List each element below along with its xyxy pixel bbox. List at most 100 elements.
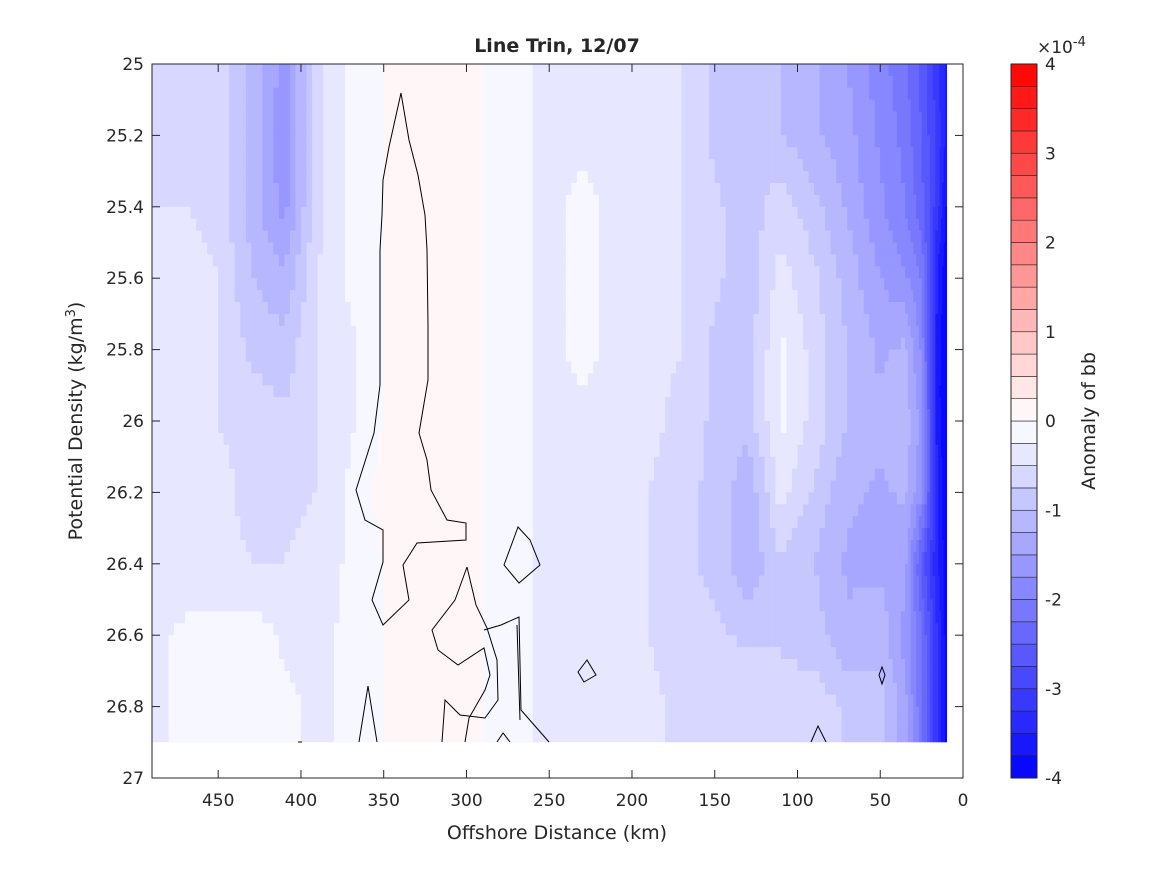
contour-cell: [229, 409, 236, 422]
contour-cell: [830, 87, 837, 101]
contour-cell: [223, 444, 230, 458]
contour-cell: [648, 230, 655, 244]
contour-cell: [808, 278, 815, 291]
contour-cell: [874, 99, 881, 113]
contour-cell: [884, 111, 890, 125]
contour-cell: [405, 397, 412, 410]
contour-cell: [543, 397, 550, 410]
contour-cell: [323, 64, 330, 77]
contour-cell: [411, 480, 418, 493]
contour-cell: [797, 99, 804, 113]
contour-cell: [935, 254, 939, 267]
contour-cell: [433, 302, 440, 315]
contour-cell: [328, 230, 335, 244]
contour-cell: [907, 361, 912, 374]
contour-cell: [709, 254, 716, 267]
contour-cell: [665, 75, 672, 89]
contour-cell: [433, 64, 440, 77]
contour-cell: [888, 159, 894, 172]
contour-cell: [460, 99, 468, 113]
contour-cell: [284, 349, 291, 363]
contour-cell: [687, 194, 694, 208]
contour-cell: [913, 278, 917, 291]
contour-cell: [273, 64, 280, 77]
contour-cell: [328, 135, 335, 148]
contour-cell: [753, 64, 760, 77]
contour-cell: [438, 432, 446, 446]
contour-cell: [405, 194, 412, 208]
contour-cell: [742, 302, 749, 315]
contour-cell: [532, 183, 539, 196]
contour-cell: [234, 159, 241, 172]
contour-cell: [278, 171, 286, 184]
contour-cell: [714, 254, 721, 267]
contour-cell: [306, 135, 313, 148]
contour-cell: [880, 230, 885, 244]
contour-cell: [932, 373, 937, 386]
contour-cell: [938, 159, 941, 172]
contour-cell: [571, 194, 578, 208]
contour-cell: [927, 337, 931, 351]
contour-cell: [858, 147, 865, 160]
contour-cell: [587, 194, 594, 208]
contour-cell: [620, 409, 628, 422]
contour-cell: [356, 87, 363, 101]
contour-cell: [218, 290, 225, 303]
contour-cell: [218, 266, 225, 279]
contour-cell: [582, 349, 589, 363]
contour-cell: [196, 337, 203, 351]
contour-cell: [665, 230, 672, 244]
contour-cell: [532, 99, 539, 113]
contour-cell: [869, 206, 876, 220]
contour-cell: [499, 397, 506, 410]
contour-cell: [422, 468, 429, 482]
contour-cell: [888, 397, 894, 410]
contour-cell: [229, 123, 236, 136]
contour-cell: [676, 206, 683, 220]
contour-cell: [576, 159, 583, 172]
contour-cell: [240, 468, 247, 482]
contour-cell: [361, 242, 368, 255]
contour-cell: [444, 87, 451, 101]
contour-cell: [212, 349, 219, 363]
contour-cell: [499, 337, 506, 351]
contour-cell: [477, 75, 484, 89]
contour-cell: [267, 123, 274, 136]
contour-cell: [234, 206, 241, 220]
contour-cell: [725, 135, 732, 148]
contour-cell: [676, 325, 683, 339]
contour-cell: [383, 313, 390, 327]
contour-cell: [604, 254, 611, 267]
contour-cell: [786, 337, 793, 351]
contour-cell: [339, 206, 346, 220]
contour-cell: [350, 409, 357, 422]
contour-cell: [637, 337, 644, 351]
contour-cell: [808, 349, 815, 363]
contour-cell: [764, 75, 771, 89]
contour-cell: [847, 99, 854, 113]
contour-cell: [825, 254, 832, 267]
contour-cell: [201, 361, 208, 374]
contour-cell: [427, 313, 434, 327]
contour-cell: [836, 361, 843, 374]
contour-cell: [510, 313, 517, 327]
contour-cell: [736, 302, 743, 315]
contour-cell: [615, 171, 622, 184]
contour-cell: [725, 325, 732, 339]
contour-cell: [791, 75, 799, 89]
contour-cell: [538, 135, 545, 148]
contour-cell: [747, 171, 754, 184]
contour-cell: [921, 337, 925, 351]
contour-cell: [345, 194, 352, 208]
contour-cell: [262, 159, 269, 172]
contour-cell: [185, 230, 192, 244]
contour-cell: [847, 171, 854, 184]
contour-cell: [921, 278, 925, 291]
contour-cell: [284, 64, 291, 77]
contour-cell: [361, 290, 368, 303]
contour-cell: [803, 302, 810, 315]
contour-cell: [295, 123, 302, 136]
contour-cell: [825, 206, 832, 220]
contour-cell: [477, 349, 484, 363]
contour-cell: [830, 230, 837, 244]
